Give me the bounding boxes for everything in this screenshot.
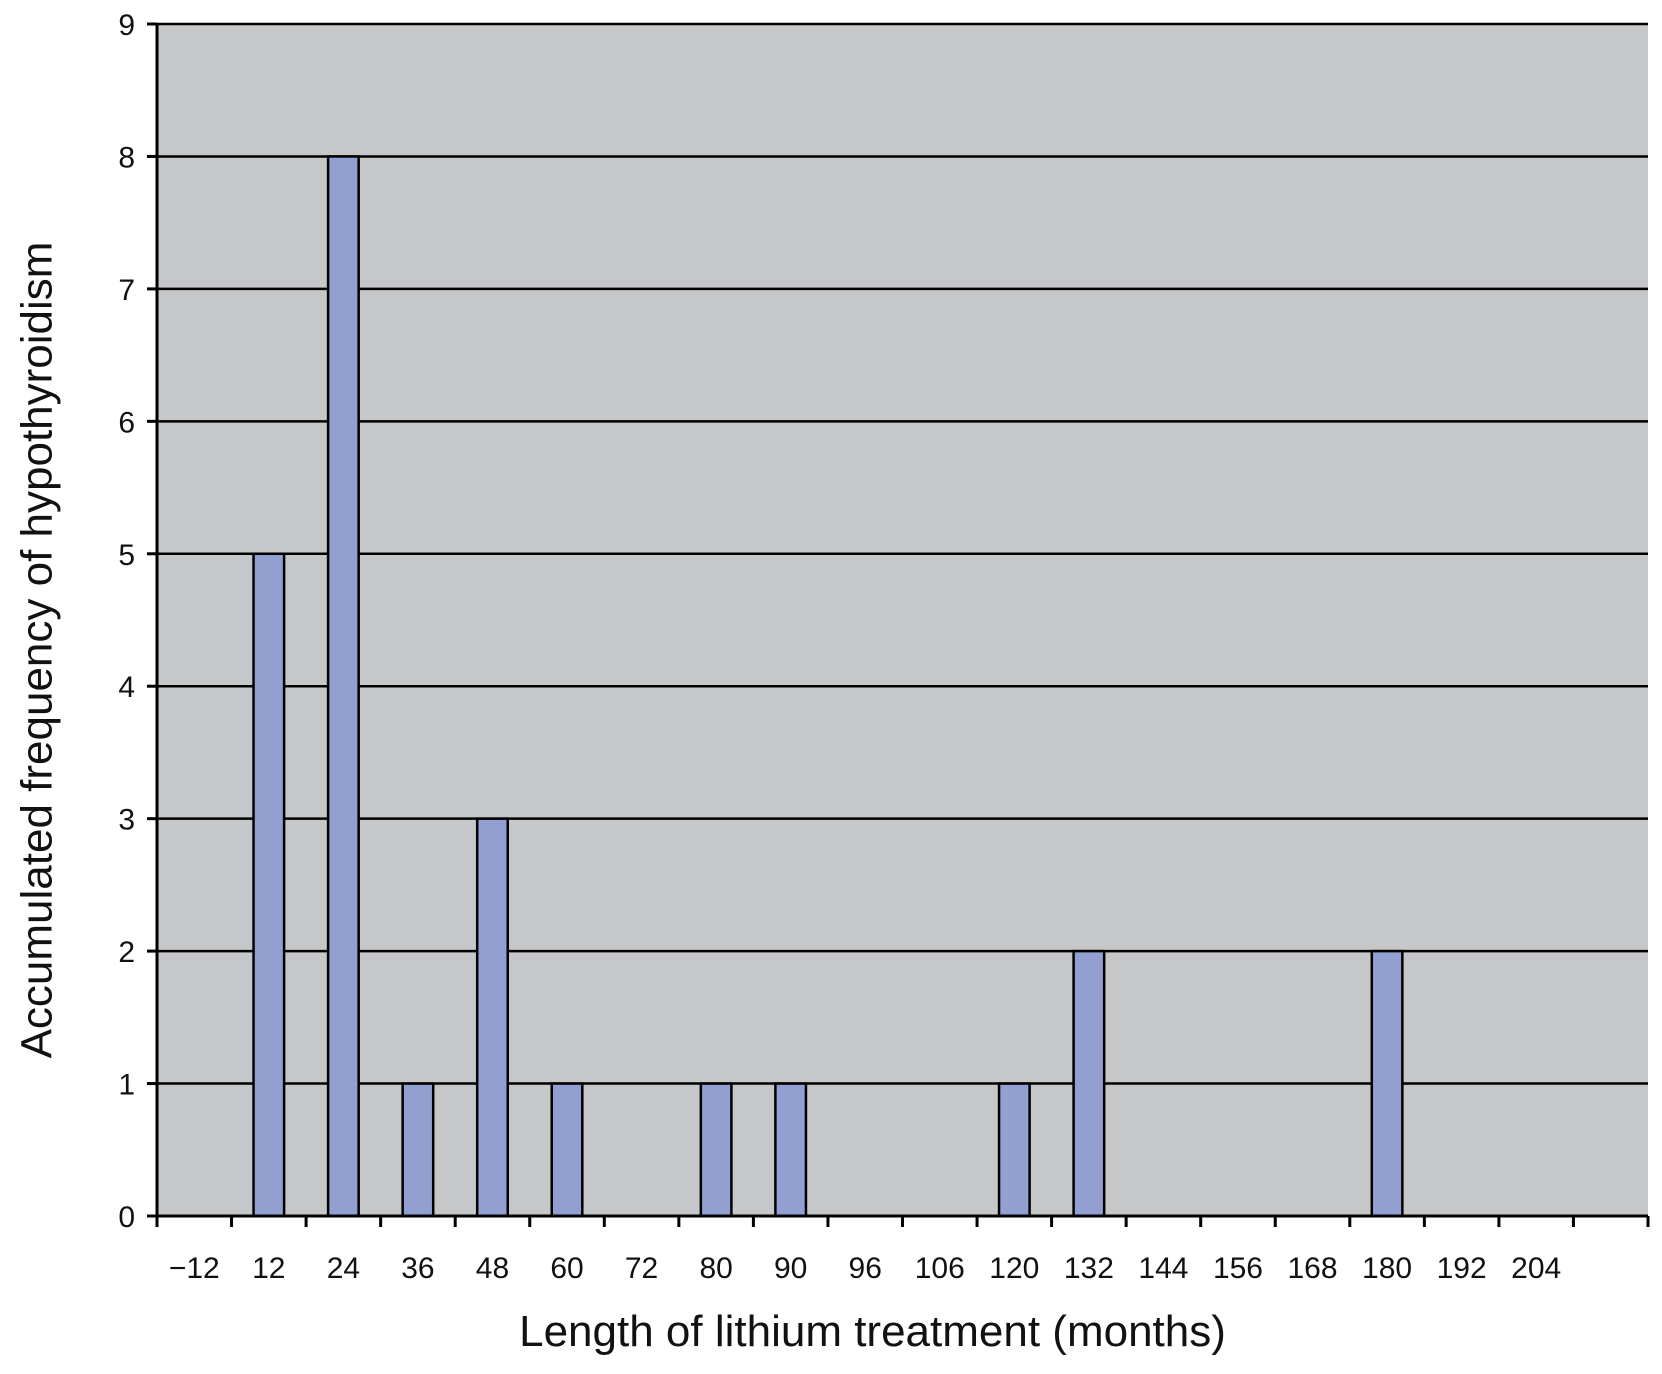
x-tick-label: 156 <box>1213 1252 1263 1285</box>
x-tick-label: 120 <box>989 1252 1039 1285</box>
bars <box>252 155 1404 1218</box>
bar <box>1370 949 1404 1218</box>
x-tick-label: 106 <box>915 1252 965 1285</box>
y-axis-ticks: 0 1 2 3 4 5 6 7 8 9 <box>118 9 157 1234</box>
y-tick-label: 4 <box>118 671 135 704</box>
bar <box>774 1082 808 1218</box>
x-tick-label: 72 <box>625 1252 658 1285</box>
y-tick-label: 9 <box>118 9 135 42</box>
x-axis-title: Length of lithium treatment (months) <box>519 1307 1226 1356</box>
y-tick-label: 0 <box>118 1201 135 1234</box>
y-axis-title: Accumulated frequency of hypothyroidism <box>13 242 62 1059</box>
bar <box>997 1082 1031 1218</box>
x-tick-label: 96 <box>849 1252 882 1285</box>
y-tick-label: 7 <box>118 274 135 307</box>
x-tick-label: 144 <box>1138 1252 1188 1285</box>
bar <box>1072 949 1106 1218</box>
y-tick-label: 1 <box>118 1069 135 1102</box>
x-tick-label: 180 <box>1362 1252 1412 1285</box>
x-tick-label: 204 <box>1511 1252 1561 1285</box>
plot-area <box>157 24 1648 1216</box>
y-tick-label: 3 <box>118 804 135 837</box>
y-tick-label: 6 <box>118 406 135 439</box>
x-tick-label: 168 <box>1287 1252 1337 1285</box>
bar <box>550 1082 584 1218</box>
x-axis-ticks: −12 12 24 36 48 60 72 80 90 96 106 120 132 144 156 168 1… <box>155 1216 1650 1285</box>
y-tick-label: 8 <box>118 141 135 174</box>
gridlines <box>157 22 1648 1085</box>
bar <box>252 552 286 1218</box>
bar <box>401 1082 435 1218</box>
x-tick-label: −12 <box>169 1252 220 1285</box>
x-tick-label: 12 <box>252 1252 285 1285</box>
bar <box>475 817 510 1218</box>
y-tick-label: 5 <box>118 539 135 572</box>
x-tick-label: 192 <box>1437 1252 1487 1285</box>
x-tick-label: 60 <box>550 1252 583 1285</box>
x-tick-label: 48 <box>476 1252 509 1285</box>
x-tick-label: 90 <box>774 1252 807 1285</box>
x-tick-label: 132 <box>1064 1252 1114 1285</box>
x-tick-label: 36 <box>401 1252 434 1285</box>
bar <box>326 155 360 1218</box>
x-tick-label: 24 <box>327 1252 360 1285</box>
y-tick-label: 2 <box>118 936 135 969</box>
bar <box>699 1082 733 1218</box>
x-tick-label: 80 <box>699 1252 732 1285</box>
